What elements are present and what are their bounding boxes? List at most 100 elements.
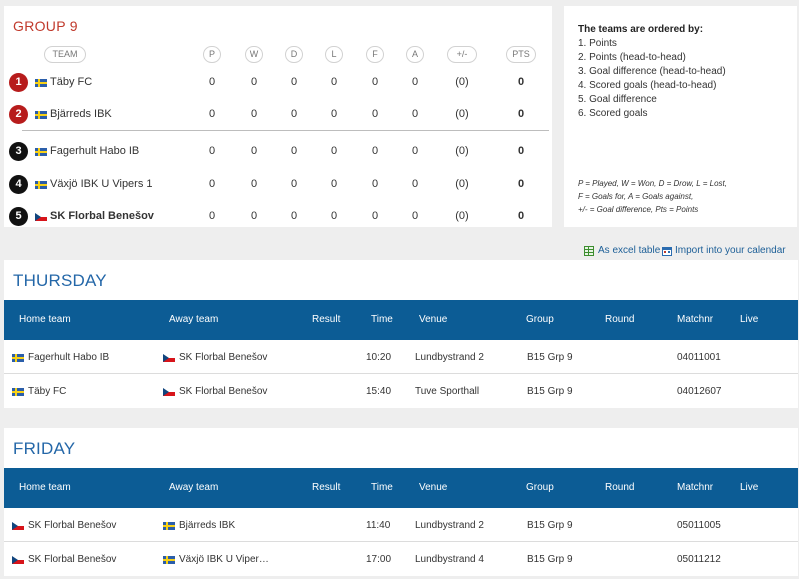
match-row[interactable]: Täby FC SK Florbal Benešov 15:40 Tuve Sport… (4, 374, 798, 408)
stat-pts: 0 (517, 210, 525, 222)
col-header-won[interactable]: W (245, 46, 263, 63)
stat-a: 0 (411, 145, 419, 157)
standings-row[interactable]: 2 Bjärreds IBK 0 0 0 0 0 0 (0) 0 (4, 99, 552, 131)
thursday-section-header: THURSDAY (4, 260, 798, 302)
team-name-link[interactable]: Täby FC (50, 76, 93, 88)
abbreviation-legend: F = Goals for, A = Goals against, (578, 192, 694, 201)
venue-link[interactable]: Lundbystrand 2 (415, 520, 484, 531)
time-cell: 10:20 (366, 352, 392, 363)
rules-title: The teams are ordered by: (578, 24, 704, 35)
venue-link[interactable]: Lundbystrand 4 (415, 554, 484, 565)
stat-l: 0 (330, 145, 338, 157)
excel-table-link[interactable]: As excel table (598, 245, 661, 256)
stat-a: 0 (411, 108, 419, 120)
col-time: Time (371, 314, 393, 325)
rule-item: 6. Scored goals (578, 108, 648, 119)
sweden-flag-icon (35, 111, 47, 119)
stat-l: 0 (330, 108, 338, 120)
stat-w: 0 (250, 145, 258, 157)
team-name[interactable]: SK Florbal Benešov (179, 386, 268, 397)
team-name[interactable]: SK Florbal Benešov (179, 352, 268, 363)
team-name-link[interactable]: Bjärreds IBK (50, 108, 112, 120)
col-header-team[interactable]: TEAM (44, 46, 86, 63)
stat-gd: (0) (455, 145, 469, 157)
stat-d: 0 (290, 108, 298, 120)
col-header-goals-against[interactable]: A (406, 46, 424, 63)
team-name-link[interactable]: Växjö IBK U Vipers 1 (50, 178, 153, 190)
ordering-rules-panel: The teams are ordered by: 1. Points 2. P… (564, 6, 797, 227)
team-name[interactable]: Bjärreds IBK (179, 520, 236, 531)
sweden-flag-icon (163, 556, 175, 564)
stat-l: 0 (330, 76, 338, 88)
matchnr-link[interactable]: 05011212 (677, 554, 721, 565)
spreadsheet-icon[interactable] (584, 246, 594, 256)
col-header-lost[interactable]: L (325, 46, 343, 63)
sweden-flag-icon (35, 181, 47, 189)
stat-w: 0 (250, 108, 258, 120)
time-cell: 17:00 (366, 554, 392, 565)
col-matchnr: Matchnr (677, 314, 714, 325)
stat-f: 0 (371, 145, 379, 157)
venue-link[interactable]: Lundbystrand 2 (415, 352, 484, 363)
stat-d: 0 (290, 178, 298, 190)
col-round: Round (605, 482, 635, 493)
standings-row[interactable]: 1 Täby FC 0 0 0 0 0 0 (0) 0 (4, 67, 552, 99)
calendar-icon[interactable] (662, 246, 672, 256)
stat-gd: (0) (455, 178, 469, 190)
stat-l: 0 (330, 178, 338, 190)
match-row[interactable]: Fagerhult Habo IB SK Florbal Benešov 10:20… (4, 340, 798, 374)
stat-f: 0 (371, 76, 379, 88)
team-name-link[interactable]: SK Florbal Benešov (50, 210, 154, 222)
schedule-header-row: Home team Away team Result Time Venue Gr… (4, 468, 798, 508)
sweden-flag-icon (163, 522, 175, 530)
stat-p: 0 (208, 76, 216, 88)
rule-item: 2. Points (head-to-head) (578, 52, 686, 63)
czech-flag-icon (12, 522, 24, 530)
matchnr-link[interactable]: 04011001 (677, 352, 721, 363)
team-name-link[interactable]: Fagerhult Habo IB (50, 145, 140, 157)
standings-row[interactable]: 4 Växjö IBK U Vipers 1 0 0 0 0 0 0 (0) 0 (4, 169, 552, 201)
col-header-points[interactable]: PTS (506, 46, 536, 63)
col-live: Live (740, 482, 759, 493)
team-name[interactable]: Växjö IBK U Viper… (179, 554, 269, 565)
import-calendar-link[interactable]: Import into your calendar (675, 245, 786, 256)
team-name[interactable]: SK Florbal Benešov (28, 554, 117, 565)
rank-badge: 2 (9, 105, 28, 124)
col-result: Result (312, 314, 341, 325)
col-away-team: Away team (169, 482, 219, 493)
match-row[interactable]: SK Florbal Benešov Växjö IBK U Viper… 17:0… (4, 542, 798, 576)
group-link[interactable]: B15 Grp 9 (527, 386, 573, 397)
time-cell: 11:40 (366, 520, 391, 531)
group-title: GROUP 9 (13, 18, 78, 34)
stat-w: 0 (250, 76, 258, 88)
standings-row[interactable]: 5 SK Florbal Benešov 0 0 0 0 0 0 (0) 0 (4, 201, 552, 233)
venue-link[interactable]: Tuve Sporthall (415, 386, 480, 397)
qualification-divider (22, 130, 549, 131)
col-header-drawn[interactable]: D (285, 46, 303, 63)
stat-d: 0 (290, 145, 298, 157)
matchnr-link[interactable]: 04012607 (677, 386, 722, 397)
standings-row[interactable]: 3 Fagerhult Habo IB 0 0 0 0 0 0 (0) 0 (4, 136, 552, 168)
abbreviation-legend: P = Played, W = Won, D = Drow, L = Lost, (578, 179, 727, 188)
group-link[interactable]: B15 Grp 9 (527, 352, 573, 363)
stat-pts: 0 (517, 178, 525, 190)
stat-p: 0 (208, 210, 216, 222)
team-name[interactable]: Täby FC (28, 386, 67, 397)
group-link[interactable]: B15 Grp 9 (527, 520, 573, 531)
schedule-header-row: Home team Away team Result Time Venue Gr… (4, 300, 798, 340)
group-link[interactable]: B15 Grp 9 (527, 554, 573, 565)
abbreviation-legend: +/- = Goal difference, Pts = Points (578, 205, 699, 214)
sweden-flag-icon (35, 148, 47, 156)
team-name[interactable]: SK Florbal Benešov (28, 520, 117, 531)
stat-a: 0 (411, 210, 419, 222)
team-name[interactable]: Fagerhult Habo IB (28, 352, 110, 363)
col-header-goal-diff[interactable]: +/- (447, 46, 477, 63)
rank-badge: 3 (9, 142, 28, 161)
stat-p: 0 (208, 145, 216, 157)
col-round: Round (605, 314, 635, 325)
rank-badge: 4 (9, 175, 28, 194)
matchnr-link[interactable]: 05011005 (677, 520, 721, 531)
col-header-goals-for[interactable]: F (366, 46, 384, 63)
col-header-played[interactable]: P (203, 46, 221, 63)
match-row[interactable]: SK Florbal Benešov Bjärreds IBK 11:40 Lundb… (4, 508, 798, 542)
